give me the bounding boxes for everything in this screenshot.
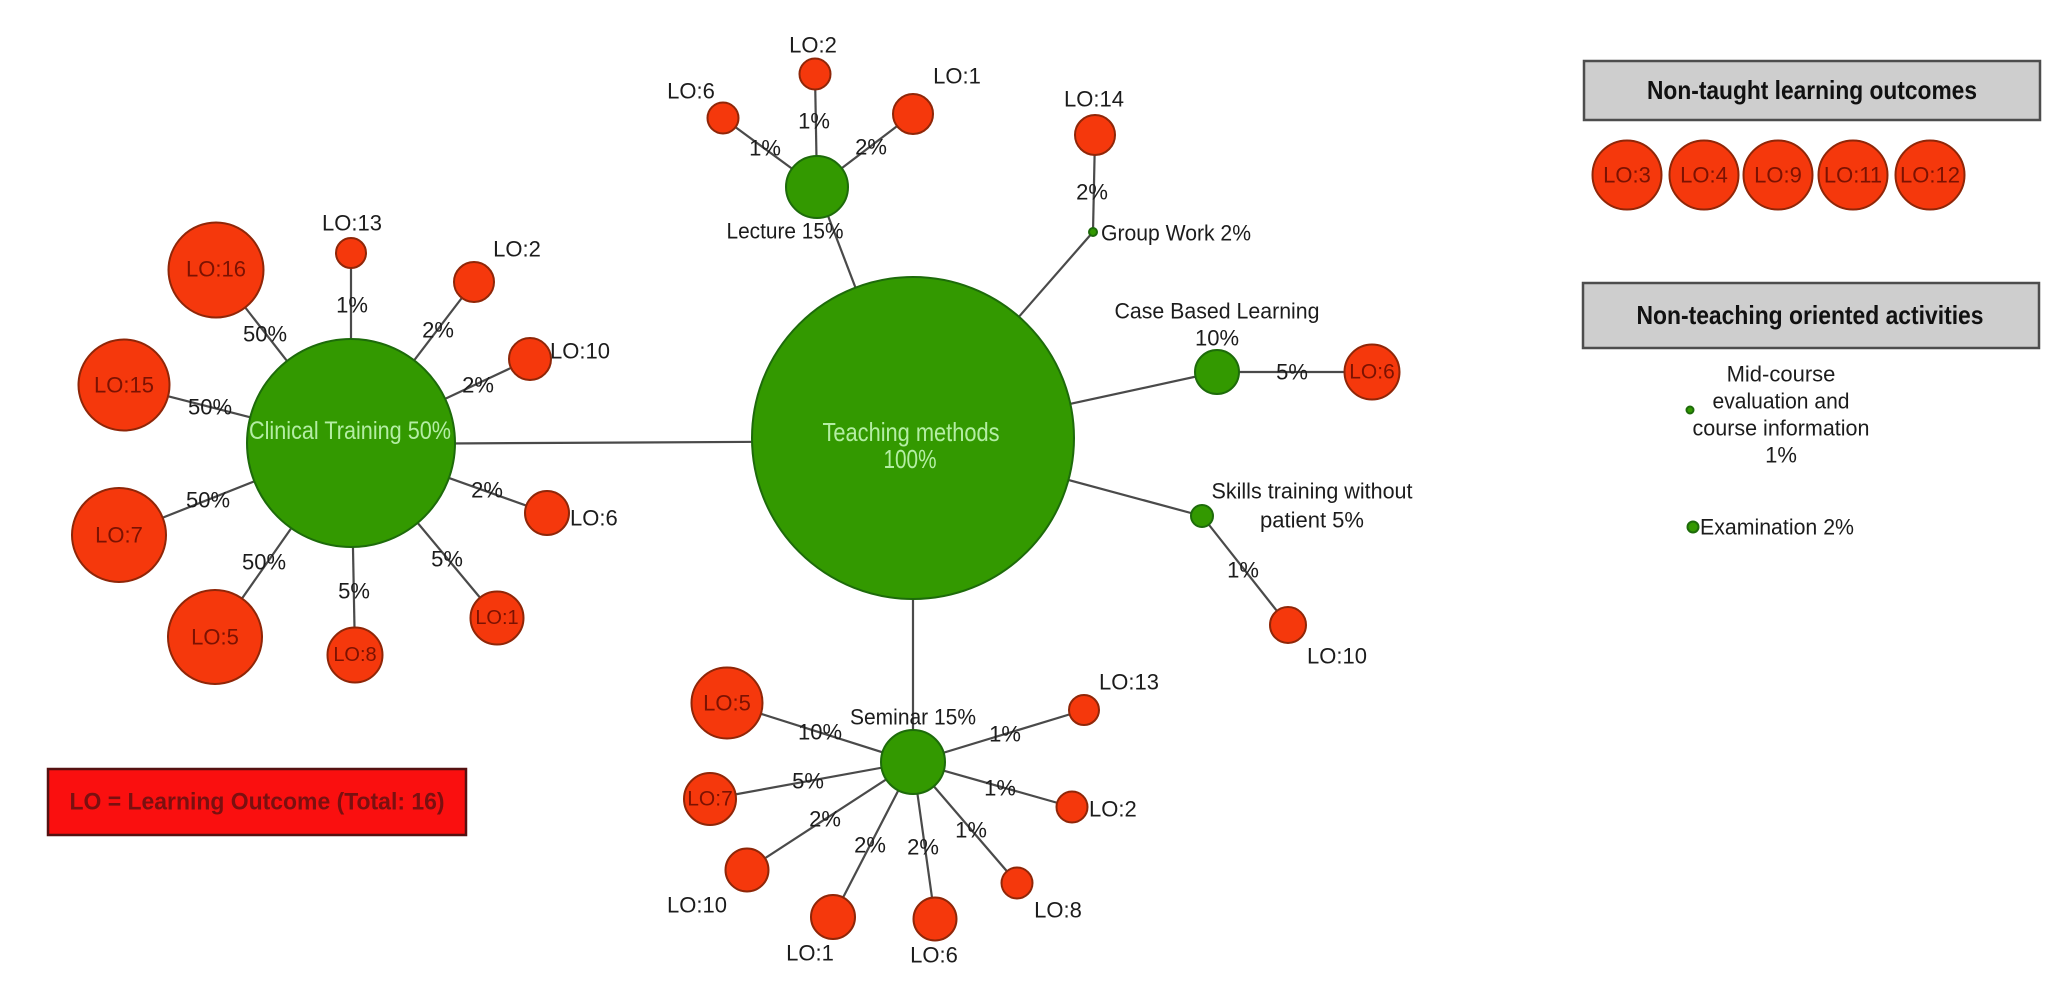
svg-text:LO:11: LO:11	[1824, 163, 1882, 188]
svg-text:LO:10: LO:10	[550, 339, 610, 364]
svg-text:Seminar 15%: Seminar 15%	[850, 705, 976, 730]
svg-text:Non-taught learning outcomes: Non-taught learning outcomes	[1647, 75, 1977, 105]
svg-text:LO:6: LO:6	[910, 943, 958, 968]
svg-text:100%: 100%	[884, 444, 937, 474]
svg-text:LO:2: LO:2	[493, 237, 541, 262]
svg-text:patient 5%: patient 5%	[1260, 508, 1364, 533]
svg-text:Teaching methods: Teaching methods	[823, 417, 1000, 447]
svg-text:LO:6: LO:6	[1349, 361, 1395, 384]
svg-text:1%: 1%	[1227, 558, 1259, 583]
svg-text:LO:5: LO:5	[703, 691, 751, 716]
svg-text:LO:7: LO:7	[95, 523, 143, 548]
svg-text:5%: 5%	[338, 579, 370, 604]
svg-text:50%: 50%	[186, 488, 230, 513]
svg-text:course information: course information	[1693, 416, 1870, 441]
svg-text:50%: 50%	[243, 322, 287, 347]
svg-text:LO:13: LO:13	[322, 211, 382, 236]
svg-text:LO:12: LO:12	[1900, 163, 1960, 188]
svg-text:5%: 5%	[431, 547, 463, 572]
svg-text:LO:1: LO:1	[786, 941, 834, 966]
svg-text:2%: 2%	[471, 478, 503, 503]
svg-text:LO:6: LO:6	[570, 506, 618, 531]
svg-text:Clinical Training 50%: Clinical Training 50%	[249, 417, 451, 445]
svg-text:LO:4: LO:4	[1680, 163, 1728, 188]
svg-text:2%: 2%	[462, 373, 494, 398]
svg-text:2%: 2%	[854, 833, 886, 858]
svg-text:LO:8: LO:8	[1034, 898, 1082, 923]
svg-text:LO:1: LO:1	[933, 64, 981, 89]
svg-text:5%: 5%	[792, 769, 824, 794]
svg-text:LO:3: LO:3	[1603, 163, 1651, 188]
svg-text:LO:5: LO:5	[191, 625, 239, 650]
svg-text:2%: 2%	[855, 135, 887, 160]
svg-text:50%: 50%	[242, 550, 286, 575]
svg-text:LO = Learning Outcome (Total:: LO = Learning Outcome (Total: 16)	[70, 789, 445, 816]
svg-text:LO:6: LO:6	[667, 79, 715, 104]
svg-text:Mid-course: Mid-course	[1727, 362, 1836, 387]
svg-text:50%: 50%	[188, 395, 232, 420]
svg-text:2%: 2%	[422, 318, 454, 343]
svg-text:1%: 1%	[1765, 443, 1797, 468]
svg-text:LO:10: LO:10	[667, 893, 727, 918]
svg-text:1%: 1%	[989, 722, 1021, 747]
svg-text:5%: 5%	[1276, 360, 1308, 385]
svg-text:LO:2: LO:2	[789, 33, 837, 58]
svg-text:LO:8: LO:8	[333, 644, 376, 666]
svg-text:Lecture 15%: Lecture 15%	[727, 219, 844, 244]
svg-text:LO:1: LO:1	[475, 607, 518, 629]
svg-text:2%: 2%	[1076, 180, 1108, 205]
svg-text:1%: 1%	[798, 109, 830, 134]
svg-text:10%: 10%	[1195, 326, 1239, 351]
svg-text:LO:7: LO:7	[687, 788, 733, 811]
svg-text:2%: 2%	[809, 807, 841, 832]
svg-text:LO:13: LO:13	[1099, 670, 1159, 695]
svg-text:Case Based Learning: Case Based Learning	[1115, 299, 1320, 324]
svg-text:10%: 10%	[798, 720, 842, 745]
svg-text:2%: 2%	[907, 835, 939, 860]
svg-text:Skills training without: Skills training without	[1212, 479, 1413, 504]
svg-text:LO:14: LO:14	[1064, 87, 1124, 112]
svg-text:1%: 1%	[749, 136, 781, 161]
svg-text:LO:15: LO:15	[94, 373, 154, 398]
svg-text:Examination 2%: Examination 2%	[1700, 515, 1854, 540]
svg-text:Group Work 2%: Group Work 2%	[1101, 221, 1251, 246]
svg-text:LO:10: LO:10	[1307, 644, 1367, 669]
svg-text:LO:9: LO:9	[1754, 163, 1802, 188]
svg-text:LO:16: LO:16	[186, 257, 246, 282]
svg-text:1%: 1%	[984, 776, 1016, 801]
svg-text:evaluation and: evaluation and	[1713, 389, 1850, 414]
svg-text:Non-teaching oriented activiti: Non-teaching oriented activities	[1637, 300, 1984, 330]
svg-text:LO:2: LO:2	[1089, 797, 1137, 822]
svg-text:1%: 1%	[955, 818, 987, 843]
svg-text:1%: 1%	[336, 293, 368, 318]
